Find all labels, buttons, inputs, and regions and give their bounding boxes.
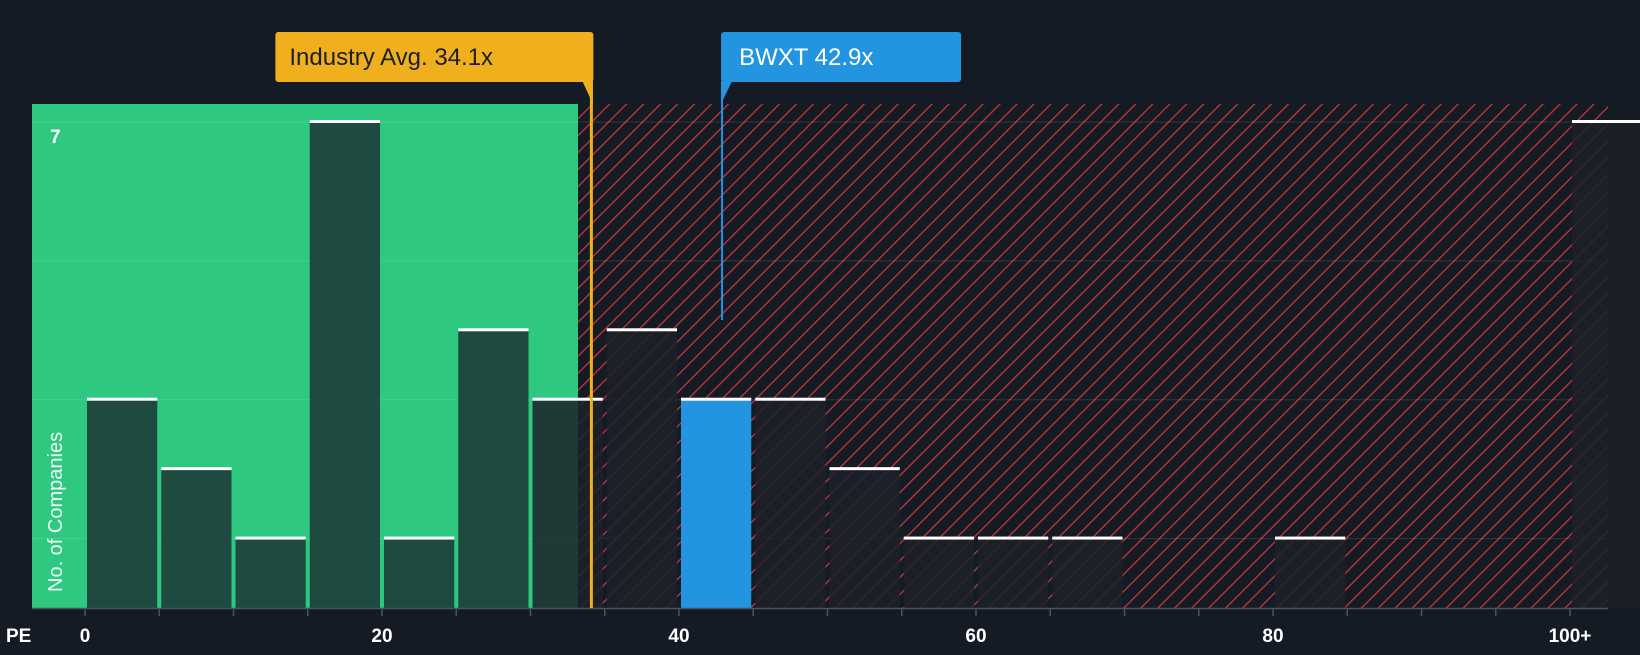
bar-cap bbox=[235, 536, 306, 540]
histogram-bar bbox=[755, 399, 826, 608]
bar-cap bbox=[829, 467, 900, 471]
x-tick-label: 40 bbox=[668, 626, 689, 647]
bar-cap bbox=[458, 328, 529, 332]
industry-average-pointer bbox=[582, 81, 593, 104]
histogram-bar bbox=[235, 538, 306, 608]
histogram-bar bbox=[1052, 538, 1123, 608]
x-axis-label: PE bbox=[6, 626, 31, 647]
histogram-bar bbox=[161, 469, 232, 608]
bar-cap bbox=[1572, 120, 1640, 123]
highlighted-bar bbox=[681, 399, 752, 608]
bar-cap bbox=[755, 397, 826, 401]
x-axis: 0 20 40 60 80 100+ bbox=[32, 607, 1608, 647]
company-pe-label: BWXT 42.9x bbox=[739, 44, 873, 71]
industry-average-label: Industry Avg. 34.1x bbox=[289, 44, 493, 71]
histogram-bar bbox=[458, 330, 529, 608]
company-pe-pointer bbox=[721, 81, 733, 104]
reference-markers: Industry Avg. 34.1x BWXT 42.9x bbox=[275, 32, 962, 608]
histogram-bar bbox=[1572, 122, 1640, 608]
histogram-bars bbox=[87, 120, 1640, 608]
histogram-bar bbox=[978, 538, 1049, 608]
bar-cap bbox=[161, 467, 232, 471]
histogram-bar bbox=[903, 538, 974, 608]
x-tick-label: 60 bbox=[965, 626, 986, 647]
bar-cap bbox=[309, 120, 380, 123]
bar-cap bbox=[87, 397, 158, 401]
histogram-bar bbox=[87, 399, 158, 608]
y-axis-label: No. of Companies bbox=[45, 432, 67, 592]
industry-average-line bbox=[589, 68, 593, 608]
bar-cap bbox=[1275, 536, 1346, 540]
company-pe-callout bbox=[721, 32, 962, 82]
bar-cap bbox=[606, 328, 677, 332]
bar-cap bbox=[384, 536, 455, 540]
x-tick-label: 80 bbox=[1262, 626, 1283, 647]
histogram-bar bbox=[1275, 538, 1346, 608]
bar-cap bbox=[978, 536, 1049, 540]
histogram-bar bbox=[829, 469, 900, 608]
bar-cap bbox=[903, 536, 974, 540]
bar-cap bbox=[681, 397, 752, 401]
bar-cap bbox=[1052, 536, 1123, 540]
industry-average-callout bbox=[275, 32, 594, 82]
x-tick-label: 100+ bbox=[1549, 626, 1592, 647]
histogram-bar bbox=[384, 538, 455, 608]
bar-cap bbox=[532, 397, 603, 401]
y-tick-label: 7 bbox=[50, 127, 61, 148]
histogram-bar bbox=[606, 330, 677, 608]
x-tick-label: 20 bbox=[371, 626, 392, 647]
x-tick-label: 0 bbox=[80, 626, 91, 647]
company-pe-line bbox=[721, 82, 724, 320]
histogram-bar bbox=[309, 122, 380, 608]
